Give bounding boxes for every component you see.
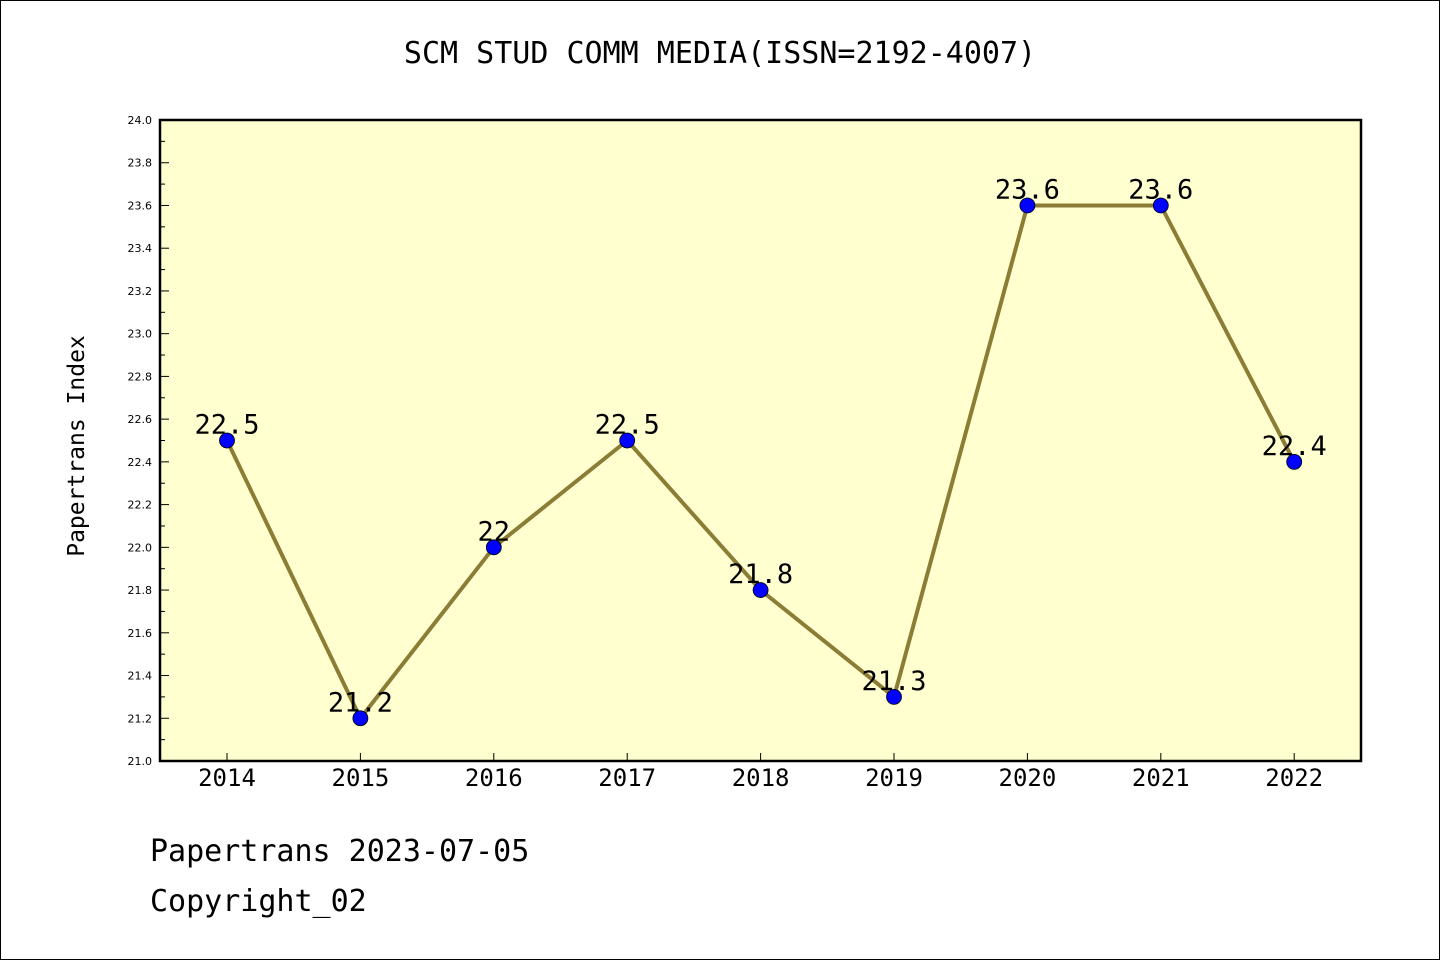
data-label: 22.4 bbox=[1262, 431, 1327, 462]
y-tick-label: 21.8 bbox=[128, 584, 153, 597]
data-label: 22.5 bbox=[595, 410, 660, 441]
data-label: 22 bbox=[478, 516, 511, 547]
y-tick-label: 22.0 bbox=[128, 541, 153, 554]
x-tick-label: 2021 bbox=[1132, 764, 1190, 792]
data-point bbox=[886, 689, 902, 705]
data-point bbox=[219, 432, 235, 449]
data-point bbox=[752, 582, 769, 598]
x-tick-label: 2022 bbox=[1265, 764, 1323, 792]
x-tick-label: 2019 bbox=[865, 764, 923, 792]
x-tick-label: 2020 bbox=[999, 764, 1057, 792]
data-point bbox=[1152, 197, 1169, 214]
data-label: 21.2 bbox=[328, 687, 393, 718]
y-tick-label: 22.8 bbox=[128, 370, 153, 383]
footer-date: Papertrans 2023-07-05 bbox=[150, 834, 530, 869]
y-tick-label: 21.2 bbox=[128, 712, 153, 725]
x-tick-label: 2017 bbox=[598, 764, 656, 792]
data-label: 21.3 bbox=[861, 666, 926, 697]
x-axis-ticks: 2014 2015 2016 2017 2018 2019 2020 2021 2022 bbox=[198, 753, 1323, 792]
chart-title: SCM STUD COMM MEDIA(ISSN=2192-4007) bbox=[403, 36, 1037, 71]
data-labels: 22.5 21.2 22 22.5 21.8 21.3 23.6 23.6 22.4 bbox=[194, 174, 1326, 718]
data-point bbox=[1286, 453, 1303, 470]
footer-copyright: Copyright_02 bbox=[150, 884, 367, 919]
data-point bbox=[352, 710, 369, 727]
y-tick-label: 21.6 bbox=[128, 627, 153, 640]
y-tick-label: 23.2 bbox=[128, 285, 153, 298]
y-tick-label: 23.0 bbox=[128, 328, 153, 341]
x-tick-label: 2018 bbox=[732, 764, 790, 792]
y-tick-label: 23.4 bbox=[128, 242, 153, 255]
y-tick-label: 21.0 bbox=[128, 755, 153, 768]
y-tick-label: 24.0 bbox=[128, 114, 153, 127]
y-tick-label: 22.2 bbox=[128, 499, 153, 512]
data-label: 21.8 bbox=[728, 559, 793, 590]
series-markers bbox=[219, 197, 1303, 727]
x-tick-label: 2015 bbox=[332, 764, 390, 792]
y-tick-label: 23.8 bbox=[128, 157, 153, 170]
y-tick-label: 21.4 bbox=[128, 670, 153, 683]
data-point bbox=[485, 539, 502, 556]
plot-area bbox=[158, 118, 1363, 763]
y-axis-ticks: 21.0 21.2 21.4 21.6 21.8 22.0 22.2 22.4 22.6 22.8… bbox=[128, 114, 169, 768]
data-point bbox=[619, 432, 636, 449]
y-tick-label: 22.4 bbox=[128, 456, 153, 469]
data-label: 23.6 bbox=[995, 174, 1060, 205]
data-label: 22.5 bbox=[194, 410, 259, 441]
x-tick-label: 2014 bbox=[198, 764, 256, 792]
data-label: 23.6 bbox=[1128, 174, 1193, 205]
y-tick-label: 23.6 bbox=[128, 199, 153, 212]
data-point bbox=[1019, 197, 1036, 214]
y-tick-label: 22.6 bbox=[128, 413, 153, 426]
x-tick-label: 2016 bbox=[465, 764, 523, 792]
